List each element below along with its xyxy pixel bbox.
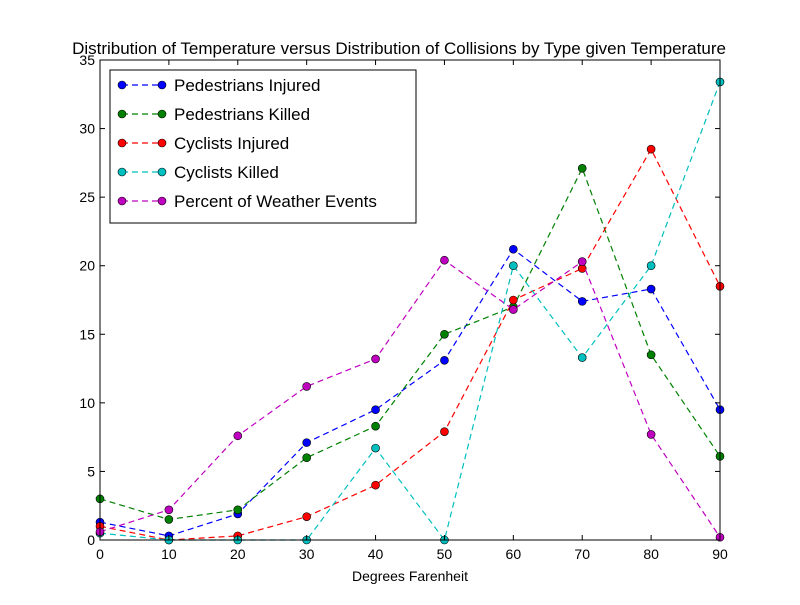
data-point xyxy=(371,354,380,364)
y-tick-label: 5 xyxy=(87,463,95,479)
legend: Pedestrians Injured Pedestrians Killed Cyc… xyxy=(109,69,417,224)
data-point xyxy=(233,505,243,515)
data-point xyxy=(509,244,518,254)
data-point xyxy=(646,350,656,360)
data-point xyxy=(302,512,311,521)
data-point xyxy=(509,261,518,271)
legend-marker xyxy=(157,138,167,148)
legend-marker xyxy=(117,138,127,148)
series-0 xyxy=(95,244,725,541)
data-point xyxy=(371,480,380,490)
data-point xyxy=(302,382,311,391)
data-point xyxy=(233,431,243,441)
data-point xyxy=(440,329,449,339)
legend-marker xyxy=(157,80,167,90)
y-tick-label: 10 xyxy=(79,395,95,411)
legend-entry: Cyclists Injured xyxy=(117,134,289,153)
legend-label: Pedestrians Injured xyxy=(174,76,320,95)
legend-marker xyxy=(157,167,167,177)
legend-label: Cyclists Killed xyxy=(174,163,279,182)
x-tick-label: 0 xyxy=(96,546,104,562)
data-point xyxy=(302,453,311,463)
data-point xyxy=(646,144,656,154)
data-point xyxy=(509,295,518,305)
data-point xyxy=(577,297,587,306)
data-point xyxy=(509,305,518,314)
data-point xyxy=(646,284,656,294)
series-line xyxy=(99,259,721,538)
data-point xyxy=(440,356,449,365)
x-tick-label: 30 xyxy=(299,546,315,562)
data-point xyxy=(577,257,587,266)
chart-title: Distribution of Temperature versus Distr… xyxy=(72,39,726,58)
series-line xyxy=(99,147,721,541)
data-point xyxy=(302,438,311,447)
x-tick-label: 20 xyxy=(230,546,246,562)
series-4 xyxy=(95,255,725,542)
data-point xyxy=(440,427,449,436)
legend-entry: Cyclists Killed xyxy=(117,163,279,182)
legend-label: Cyclists Injured xyxy=(174,134,289,153)
plot-area: 0 10 20 30 40 50 60 70 80 90 0 5 10 15 20 25 30 35 Pedestr… xyxy=(79,52,728,562)
legend-marker xyxy=(117,167,127,177)
data-point xyxy=(371,405,380,415)
x-tick-label: 80 xyxy=(643,546,659,562)
data-point xyxy=(164,515,174,524)
y-tick-label: 20 xyxy=(79,258,95,274)
y-tick-label: 0 xyxy=(87,532,95,548)
series-line xyxy=(99,248,721,537)
x-tick-label: 10 xyxy=(161,546,177,562)
data-point xyxy=(371,421,380,431)
y-tick-label: 30 xyxy=(79,121,95,137)
data-point xyxy=(164,505,174,515)
legend-entry: Percent of Weather Events xyxy=(117,192,377,211)
data-point xyxy=(440,255,449,265)
legend-marker xyxy=(117,196,127,206)
legend-entry: Pedestrians Killed xyxy=(117,105,310,124)
legend-marker xyxy=(117,109,127,119)
data-point xyxy=(646,261,656,271)
x-tick-label: 70 xyxy=(574,546,590,562)
x-tick-label: 60 xyxy=(506,546,522,562)
y-tick-label: 25 xyxy=(79,189,95,205)
series-line xyxy=(99,166,721,521)
data-point xyxy=(577,164,587,173)
y-tick-label: 35 xyxy=(79,52,95,68)
y-tick-label: 15 xyxy=(79,326,95,342)
x-tick-label: 50 xyxy=(437,546,453,562)
x-tick-label: 90 xyxy=(712,546,728,562)
legend-marker xyxy=(117,80,127,90)
legend-entry: Pedestrians Injured xyxy=(117,76,320,95)
x-tick-label: 40 xyxy=(368,546,384,562)
legend-label: Pedestrians Killed xyxy=(174,105,310,124)
data-point xyxy=(577,353,587,362)
legend-marker xyxy=(157,109,167,119)
data-point xyxy=(371,443,380,453)
legend-marker xyxy=(157,196,167,206)
x-axis-label: Degrees Farenheit xyxy=(352,568,468,584)
legend-label: Percent of Weather Events xyxy=(174,192,377,211)
axes-frame xyxy=(99,59,721,541)
data-point xyxy=(646,430,656,439)
